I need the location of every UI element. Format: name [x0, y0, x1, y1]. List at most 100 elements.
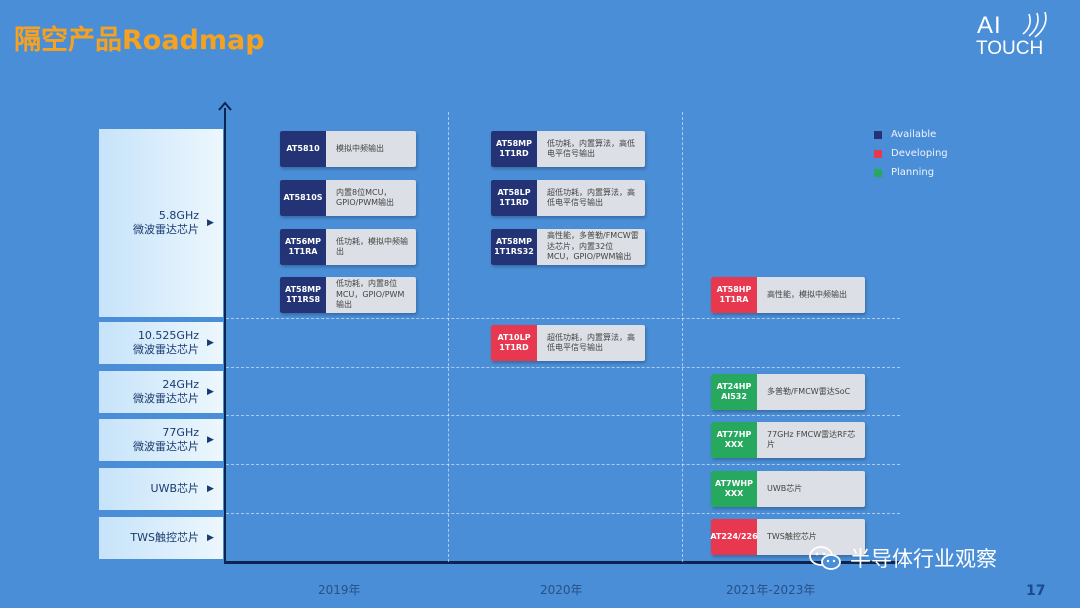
row-separator [226, 513, 900, 514]
product-desc: 超低功耗，内置算法，高低电平信号输出 [547, 187, 635, 208]
product-desc: 高性能，模拟中频输出 [767, 289, 847, 299]
row-separator [226, 318, 900, 319]
legend-label: Planning [891, 167, 935, 178]
product-card: AT7WHP XXX UWB芯片 [711, 471, 865, 507]
product-card: AT5810S 内置8位MCU，GPIO/PWM输出 [280, 180, 416, 216]
product-desc: 77GHz FMCW雷达RF芯片 [767, 429, 856, 450]
legend-label: Available [891, 129, 937, 140]
product-code: AT56MP 1T1RA [280, 229, 326, 265]
product-code: AT5810S [280, 180, 326, 216]
product-card: AT58HP 1T1RA 高性能，模拟中频输出 [711, 277, 865, 313]
product-desc: 多普勒/FMCW雷达SoC [767, 386, 851, 396]
category-line1: 5.8GHz [158, 209, 199, 222]
x-axis-line [224, 561, 900, 564]
category-line2: 微波雷达芯片 [133, 392, 199, 405]
triangle-right-icon: ▶ [207, 387, 214, 397]
legend-item-planning: Planning [874, 167, 984, 178]
logo-text-top: AI [977, 12, 1002, 39]
category-uwb: UWB芯片 ▶ [99, 468, 223, 510]
product-code: AT7WHP XXX [711, 471, 757, 507]
product-desc: TWS触控芯片 [767, 531, 817, 541]
page-number: 17 [1026, 583, 1046, 599]
category-line2: 微波雷达芯片 [133, 440, 199, 453]
product-card: AT56MP 1T1RA 低功耗，模拟中频输出 [280, 229, 416, 265]
product-code-line1: AT5810S [283, 193, 323, 202]
year-separator [448, 112, 449, 562]
category-line2: 微波雷达芯片 [133, 223, 199, 236]
legend-swatch [874, 130, 882, 139]
product-desc: 模拟中频输出 [336, 143, 384, 153]
category-line1: UWB芯片 [150, 482, 199, 495]
product-code-line1: AT58HP [716, 285, 752, 294]
product-card: AT77HP XXX 77GHz FMCW雷达RF芯片 [711, 422, 865, 458]
row-separator [226, 415, 900, 416]
product-code: AT24HP AI532 [711, 374, 757, 410]
product-code: AT58MP 1T1RS8 [280, 277, 326, 313]
product-code-line2: 1T1RS32 [494, 247, 534, 256]
page-title: 隔空产品Roadmap [14, 25, 265, 56]
category-line1: TWS触控芯片 [130, 531, 199, 544]
product-code: AT58LP 1T1RD [491, 180, 537, 216]
logo-text-bottom: TOUCH [976, 38, 1044, 59]
product-code-line2: XXX [724, 489, 744, 498]
product-code-line2: XXX [724, 440, 744, 449]
legend-swatch [874, 168, 882, 177]
product-desc: 低功耗，内置8位MCU，GPIO/PWM输出 [336, 279, 405, 310]
y-axis-line [224, 108, 226, 564]
year-label: 2021年-2023年 [726, 583, 816, 597]
product-card: AT24HP AI532 多普勒/FMCW雷达SoC [711, 374, 865, 410]
wechat-icon [809, 546, 841, 570]
legend-swatch [874, 149, 882, 158]
product-code-line2: 1T1RD [499, 149, 529, 158]
triangle-right-icon: ▶ [207, 218, 214, 228]
row-separator [226, 367, 900, 368]
category-10-525ghz: 10.525GHz 微波雷达芯片 ▶ [99, 322, 223, 364]
product-desc: 内置8位MCU，GPIO/PWM输出 [336, 187, 395, 208]
product-desc: 低功耗，模拟中频输出 [336, 236, 408, 257]
product-code-line2: 1T1RA [719, 295, 749, 304]
watermark: 半导体行业观察 [808, 540, 1048, 576]
triangle-right-icon: ▶ [207, 338, 214, 348]
watermark-text: 半导体行业观察 [850, 547, 997, 571]
product-code: AT224/226 [710, 519, 758, 555]
triangle-right-icon: ▶ [207, 484, 214, 494]
product-card: AT5810 模拟中频输出 [280, 131, 416, 167]
product-code-line2: AI532 [721, 392, 747, 401]
category-tws: TWS触控芯片 ▶ [99, 517, 223, 559]
product-code: AT5810 [280, 131, 326, 167]
product-code-line1: AT58MP [496, 237, 532, 246]
product-desc: UWB芯片 [767, 483, 803, 493]
row-separator [226, 464, 900, 465]
category-77ghz: 77GHz 微波雷达芯片 ▶ [99, 419, 223, 461]
product-code: AT58HP 1T1RA [711, 277, 757, 313]
product-code-line2: 1T1RS8 [285, 295, 321, 304]
legend-label: Developing [891, 148, 948, 159]
product-card: AT224/226 TWS触控芯片 [710, 519, 865, 555]
product-code-line1: AT5810 [286, 144, 320, 153]
product-code-line1: AT77HP [716, 430, 752, 439]
product-code-line1: AT224/226 [710, 532, 758, 541]
product-code-line1: AT10LP [497, 333, 531, 342]
category-line2: 微波雷达芯片 [133, 343, 199, 356]
product-desc: 低功耗，内置算法，高低电平信号输出 [547, 138, 635, 159]
product-code: AT10LP 1T1RD [491, 325, 537, 361]
category-line1: 24GHz [162, 378, 199, 391]
product-code: AT77HP XXX [711, 422, 757, 458]
product-code: AT58MP 1T1RS32 [491, 229, 537, 265]
product-code-line1: AT7WHP [715, 479, 753, 488]
legend-item-developing: Developing [874, 148, 984, 159]
product-card: AT10LP 1T1RD 超低功耗，内置算法，高低电平信号输出 [491, 325, 645, 361]
legend-item-available: Available [874, 129, 984, 140]
triangle-right-icon: ▶ [207, 533, 214, 543]
product-card: AT58LP 1T1RD 超低功耗，内置算法，高低电平信号输出 [491, 180, 645, 216]
triangle-right-icon: ▶ [207, 435, 214, 445]
legend: Available Developing Planning [874, 129, 984, 178]
product-code-line1: AT58MP [496, 139, 532, 148]
product-code-line1: AT58LP [497, 188, 531, 197]
category-24ghz: 24GHz 微波雷达芯片 ▶ [99, 371, 223, 413]
year-separator [682, 112, 683, 562]
product-code-line2: 1T1RA [288, 247, 318, 256]
product-code-line1: AT58MP [285, 285, 321, 294]
product-card: AT58MP 1T1RS8 低功耗，内置8位MCU，GPIO/PWM输出 [280, 277, 416, 313]
product-card: AT58MP 1T1RD 低功耗，内置算法，高低电平信号输出 [491, 131, 645, 167]
